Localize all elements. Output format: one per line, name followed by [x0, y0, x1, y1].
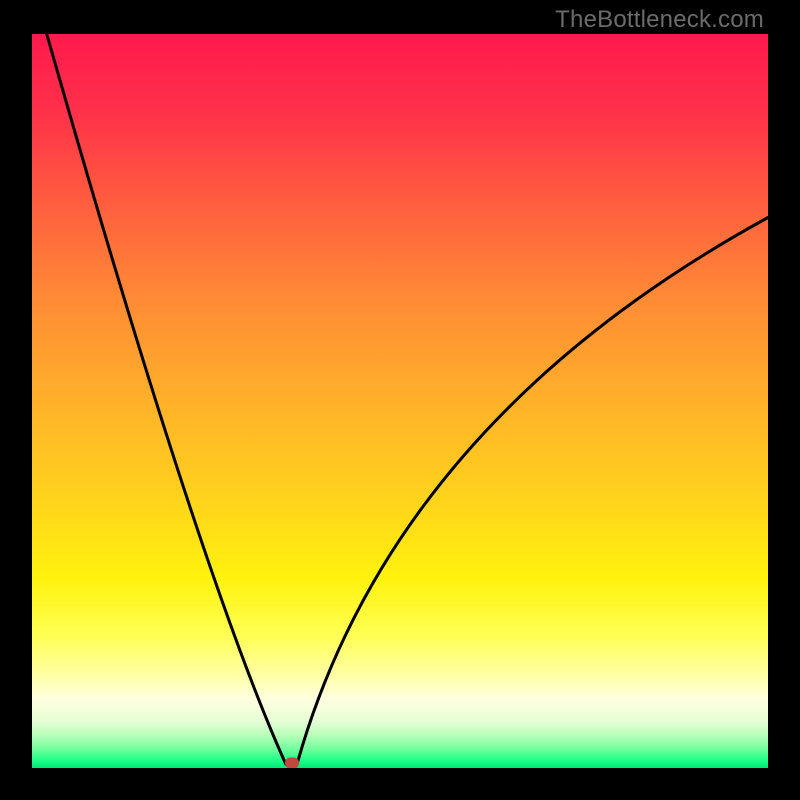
stage: TheBottleneck.com	[0, 0, 800, 800]
optimal-point-marker	[285, 757, 299, 768]
watermark-text: TheBottleneck.com	[555, 6, 764, 34]
bottleneck-curve	[32, 34, 768, 768]
plot-area	[32, 34, 768, 768]
